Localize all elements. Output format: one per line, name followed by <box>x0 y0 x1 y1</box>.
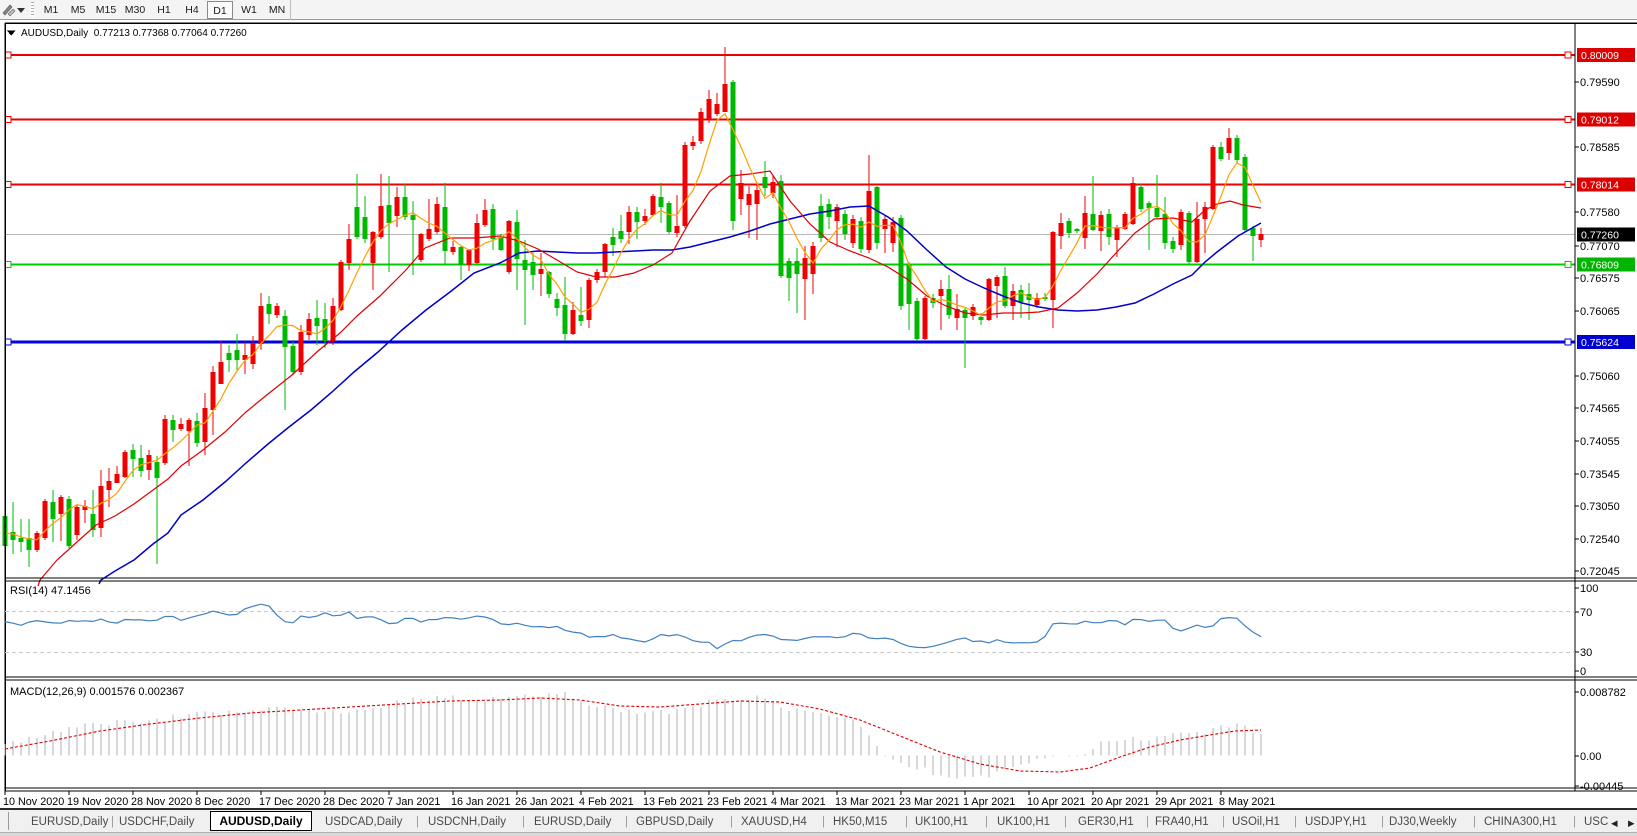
svg-text:0.74055: 0.74055 <box>1580 436 1620 448</box>
svg-text:13 Mar 2021: 13 Mar 2021 <box>835 796 896 808</box>
svg-text:-0.00445: -0.00445 <box>1580 781 1623 793</box>
svg-text:28 Dec 2020: 28 Dec 2020 <box>323 796 384 808</box>
svg-text:0.76575: 0.76575 <box>1580 273 1620 285</box>
svg-text:0.72540: 0.72540 <box>1580 534 1620 546</box>
svg-text:0.78585: 0.78585 <box>1580 142 1620 154</box>
svg-text:0.77070: 0.77070 <box>1580 241 1620 253</box>
svg-text:23 Mar 2021: 23 Mar 2021 <box>899 796 960 808</box>
svg-text:20 Apr 2021: 20 Apr 2021 <box>1091 796 1149 808</box>
svg-text:AUDUSD,Daily 0.77213 0.77368: AUDUSD,Daily 0.77213 0.77368 0.77064 0.7… <box>21 28 247 39</box>
svg-text:70: 70 <box>1580 607 1592 619</box>
svg-text:19 Nov 2020: 19 Nov 2020 <box>67 796 128 808</box>
svg-text:0.00: 0.00 <box>1580 751 1601 763</box>
svg-text:26 Jan 2021: 26 Jan 2021 <box>515 796 574 808</box>
svg-text:23 Feb 2021: 23 Feb 2021 <box>707 796 768 808</box>
svg-text:RSI(14) 47.1456: RSI(14) 47.1456 <box>10 585 91 597</box>
svg-text:0.80009: 0.80009 <box>1581 50 1619 62</box>
svg-text:0.77260: 0.77260 <box>1581 230 1619 242</box>
svg-text:0.73050: 0.73050 <box>1580 501 1620 513</box>
svg-text:0.73545: 0.73545 <box>1580 469 1620 481</box>
svg-text:0.76065: 0.76065 <box>1580 306 1620 318</box>
svg-text:28 Nov 2020: 28 Nov 2020 <box>131 796 192 808</box>
svg-text:MACD(12,26,9) 0.001576 0.00236: MACD(12,26,9) 0.001576 0.002367 <box>10 686 184 698</box>
svg-text:17 Dec 2020: 17 Dec 2020 <box>259 796 320 808</box>
svg-text:0.76809: 0.76809 <box>1581 260 1619 272</box>
svg-text:13 Feb 2021: 13 Feb 2021 <box>643 796 704 808</box>
svg-text:0: 0 <box>1580 666 1586 678</box>
svg-text:10 Apr 2021: 10 Apr 2021 <box>1027 796 1085 808</box>
svg-text:1 Apr 2021: 1 Apr 2021 <box>963 796 1015 808</box>
svg-text:30: 30 <box>1580 647 1592 659</box>
svg-text:10 Nov 2020: 10 Nov 2020 <box>3 796 64 808</box>
svg-text:0.72045: 0.72045 <box>1580 566 1620 578</box>
svg-text:100: 100 <box>1580 583 1598 595</box>
svg-text:0.79590: 0.79590 <box>1580 77 1620 89</box>
svg-text:4 Feb 2021: 4 Feb 2021 <box>579 796 634 808</box>
svg-text:0.008782: 0.008782 <box>1580 687 1626 699</box>
svg-text:16 Jan 2021: 16 Jan 2021 <box>451 796 510 808</box>
svg-text:8 May 2021: 8 May 2021 <box>1219 796 1275 808</box>
svg-text:29 Apr 2021: 29 Apr 2021 <box>1155 796 1213 808</box>
svg-text:0.75060: 0.75060 <box>1580 371 1620 383</box>
svg-text:0.79012: 0.79012 <box>1581 115 1619 127</box>
svg-text:0.75624: 0.75624 <box>1581 337 1619 349</box>
svg-text:0.78014: 0.78014 <box>1581 180 1619 192</box>
svg-text:8 Dec 2020: 8 Dec 2020 <box>195 796 250 808</box>
svg-text:0.77580: 0.77580 <box>1580 207 1620 219</box>
svg-text:7 Jan 2021: 7 Jan 2021 <box>387 796 440 808</box>
svg-text:0.74565: 0.74565 <box>1580 403 1620 415</box>
svg-text:4 Mar 2021: 4 Mar 2021 <box>771 796 826 808</box>
